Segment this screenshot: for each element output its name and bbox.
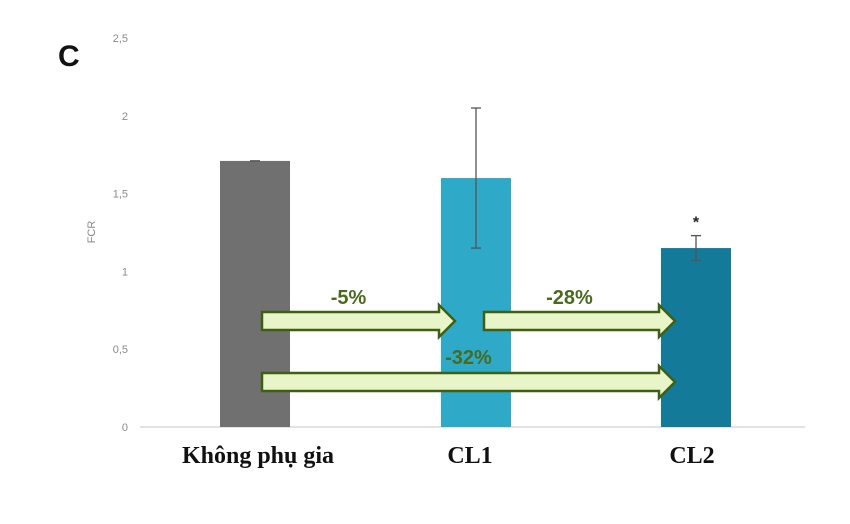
y-axis-title: FCR [86,221,98,244]
y-tick-label: 1 [122,266,128,278]
x-category-label: Không phụ gia [182,443,334,469]
error-bars [250,107,701,262]
comparison-label: -28% [546,287,593,309]
significance-marks: * [693,215,700,232]
comparison-arrow [260,362,677,402]
y-tick-label: 1,5 [113,189,128,201]
error-bar [691,234,701,262]
y-axis-ticks: 0 0,5 1 1,5 2 2,5 [113,33,128,434]
comparison-label: -32% [445,347,492,369]
y-tick-label: 0 [122,422,128,434]
y-tick-label: 2,5 [113,33,128,45]
comparison-arrow [482,301,677,341]
bar [661,248,731,427]
comparison-label: -5% [331,287,367,309]
x-category-label: CL2 [669,443,714,469]
comparison-arrows: -5% -28% -32% [260,287,677,402]
comparison-arrow [260,301,457,341]
x-axis-category-labels: Không phụ gia CL1 CL2 [182,443,715,469]
y-tick-label: 0,5 [113,344,128,356]
significance-mark: * [693,215,700,232]
y-tick-label: 2 [122,111,128,123]
error-bar [471,107,481,249]
x-category-label: CL1 [447,443,492,469]
panel-label: C [58,40,80,73]
